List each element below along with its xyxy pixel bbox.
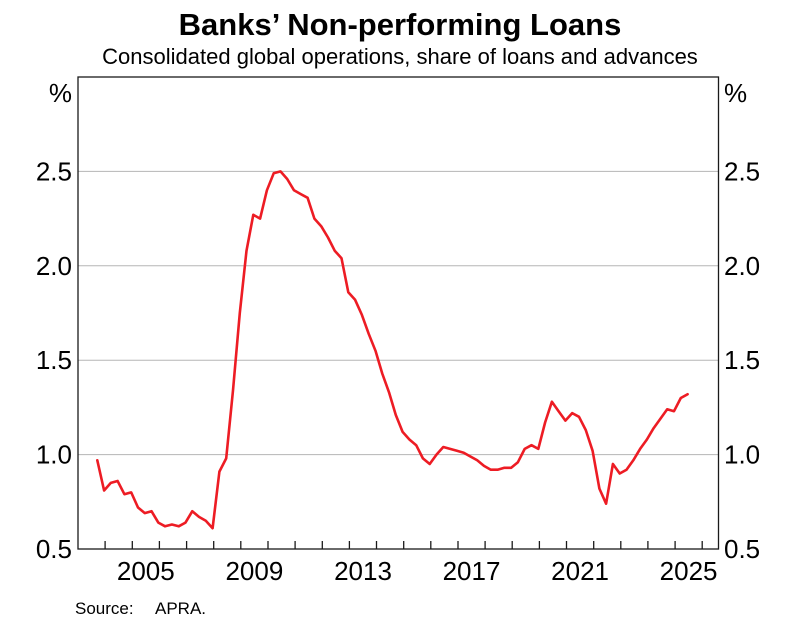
y-label-left-1.0: 1.0 bbox=[36, 440, 72, 470]
unit-label-right: % bbox=[724, 78, 747, 108]
x-label-2009: 2009 bbox=[225, 556, 283, 586]
y-label-left-1.5: 1.5 bbox=[36, 345, 72, 375]
npl-line-series bbox=[96, 170, 689, 530]
source-label: Source: bbox=[75, 599, 134, 618]
y-label-right-2.0: 2.0 bbox=[724, 251, 760, 281]
plot-frame bbox=[77, 76, 720, 550]
x-label-2021: 2021 bbox=[551, 556, 609, 586]
y-label-left-2.0: 2.0 bbox=[36, 251, 72, 281]
x-tick-marks bbox=[104, 541, 703, 549]
y-label-left-2.5: 2.5 bbox=[36, 156, 72, 186]
y-label-left-0.5: 0.5 bbox=[36, 534, 72, 564]
y-label-right-1.0: 1.0 bbox=[724, 440, 760, 470]
y-axis-labels-left: 0.5 1.0 1.5 2.0 2.5 bbox=[36, 156, 72, 564]
source-value: APRA. bbox=[155, 599, 206, 618]
chart-subtitle: Consolidated global operations, share of… bbox=[102, 44, 698, 69]
x-label-2025: 2025 bbox=[660, 556, 718, 586]
x-label-2013: 2013 bbox=[334, 556, 392, 586]
x-axis-labels: 2005 2009 2013 2017 2021 2025 bbox=[117, 556, 718, 586]
y-label-right-2.5: 2.5 bbox=[724, 156, 760, 186]
y-label-right-0.5: 0.5 bbox=[724, 534, 760, 564]
x-label-2005: 2005 bbox=[117, 556, 175, 586]
unit-label-left: % bbox=[49, 78, 72, 108]
y-label-right-1.5: 1.5 bbox=[724, 345, 760, 375]
y-axis-labels-right: 0.5 1.0 1.5 2.0 2.5 bbox=[724, 156, 760, 564]
x-label-2017: 2017 bbox=[443, 556, 501, 586]
y-gridlines bbox=[78, 170, 719, 456]
chart-title: Banks’ Non-performing Loans bbox=[179, 7, 622, 42]
